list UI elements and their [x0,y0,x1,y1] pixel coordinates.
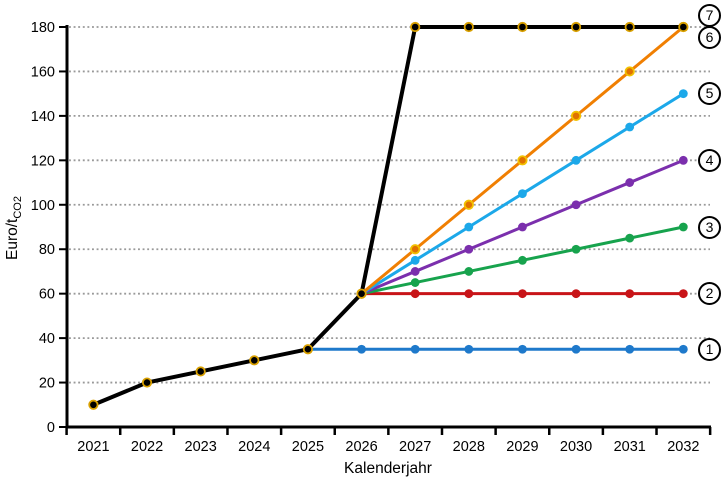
data-point-series4-2031 [625,178,635,187]
series-label-5-circle: 5 [698,82,721,106]
data-point-series3-2027 [410,278,420,287]
data-point-series5-2027 [410,255,420,265]
data-point-series6-2029 [517,155,528,166]
data-point-series2-2027 [410,289,420,299]
series-line-7 [91,25,686,407]
data-point-series3-2031 [625,233,635,243]
series-label-3-circle: 3 [698,215,721,239]
data-point-series2-2031 [625,289,635,299]
y-tick-label-40: 40 [39,331,55,347]
y-axis-title-subscript: CO2 [12,196,25,219]
data-point-series3-2030 [571,244,581,254]
data-point-series5-2032 [678,89,688,99]
y-tick-label-100: 100 [31,198,55,214]
x-tick-label-2026: 2026 [345,439,377,455]
data-point-series6-2031 [624,66,635,77]
series-label-7-circle: 7 [698,3,721,27]
data-point-series1-2031 [625,344,635,354]
data-point-series7-2022 [141,377,153,388]
x-tick-label-2024: 2024 [238,439,270,455]
data-point-series4-2029 [518,222,527,232]
data-point-series7-2030 [570,21,582,33]
series-label-2-circle: 2 [698,282,721,306]
data-point-series7-2031 [624,21,635,33]
data-point-series7-2029 [517,21,528,33]
data-point-series7-2026 [356,288,367,299]
series-label-1-circle: 1 [698,337,721,361]
data-point-series4-2028 [464,244,474,254]
data-point-series7-2021 [88,399,99,410]
x-axis-title: Kalenderjahr [344,460,432,477]
x-tick-label-2032: 2032 [667,439,699,455]
x-tick-label-2025: 2025 [292,439,324,455]
x-tick-label-2029: 2029 [506,439,538,455]
data-point-series2-2028 [464,289,474,299]
series-label-4-circle: 4 [698,148,721,172]
y-tick-label-20: 20 [39,376,55,392]
data-point-series6-2028 [463,199,474,210]
x-tick-label-2030: 2030 [560,439,592,455]
data-point-series7-2023 [195,366,206,377]
data-point-series6-2030 [570,110,582,121]
data-point-series7-2024 [249,355,260,366]
data-point-series7-2032 [678,21,689,33]
y-axis-title-main: Euro/t [3,218,21,260]
data-point-series1-2026 [357,344,366,354]
x-tick-label-2028: 2028 [453,439,485,455]
data-point-series4-2027 [410,267,420,276]
data-point-series5-2031 [625,122,635,132]
data-point-series2-2032 [678,289,688,299]
data-point-series1-2028 [464,344,474,354]
data-point-series7-2025 [302,344,314,355]
x-tick-label-2023: 2023 [185,439,217,455]
data-point-series2-2029 [518,289,527,299]
y-tick-label-140: 140 [31,109,55,125]
data-point-series1-2030 [571,344,581,354]
data-point-series7-2027 [410,21,421,33]
data-point-series1-2029 [518,344,527,354]
y-tick-label-60: 60 [39,287,55,303]
data-point-series1-2032 [678,344,688,354]
y-tick-label-0: 0 [47,420,55,436]
x-tick-label-2021: 2021 [77,439,109,455]
x-tick-label-2031: 2031 [614,439,646,455]
data-point-series5-2028 [464,222,474,232]
x-tick-label-2022: 2022 [131,439,163,455]
data-point-series4-2030 [571,200,581,210]
data-point-series2-2030 [571,289,581,299]
x-tick-label-2027: 2027 [399,439,431,455]
data-point-series5-2030 [571,155,581,165]
y-tick-label-80: 80 [39,242,55,258]
y-tick-label-120: 120 [31,153,55,169]
data-point-series3-2028 [464,267,474,276]
y-tick-label-160: 160 [31,64,55,80]
data-point-series1-2027 [410,344,420,354]
data-point-series6-2027 [410,244,421,255]
data-point-series5-2029 [518,189,527,199]
data-point-series3-2032 [678,222,688,232]
data-point-series4-2032 [678,155,688,165]
series-label-6-circle: 6 [698,25,721,49]
y-axis-title: Euro/tCO2 [4,196,24,260]
data-point-series7-2028 [463,21,474,33]
y-tick-label-180: 180 [31,20,55,36]
data-point-series3-2029 [518,255,527,265]
